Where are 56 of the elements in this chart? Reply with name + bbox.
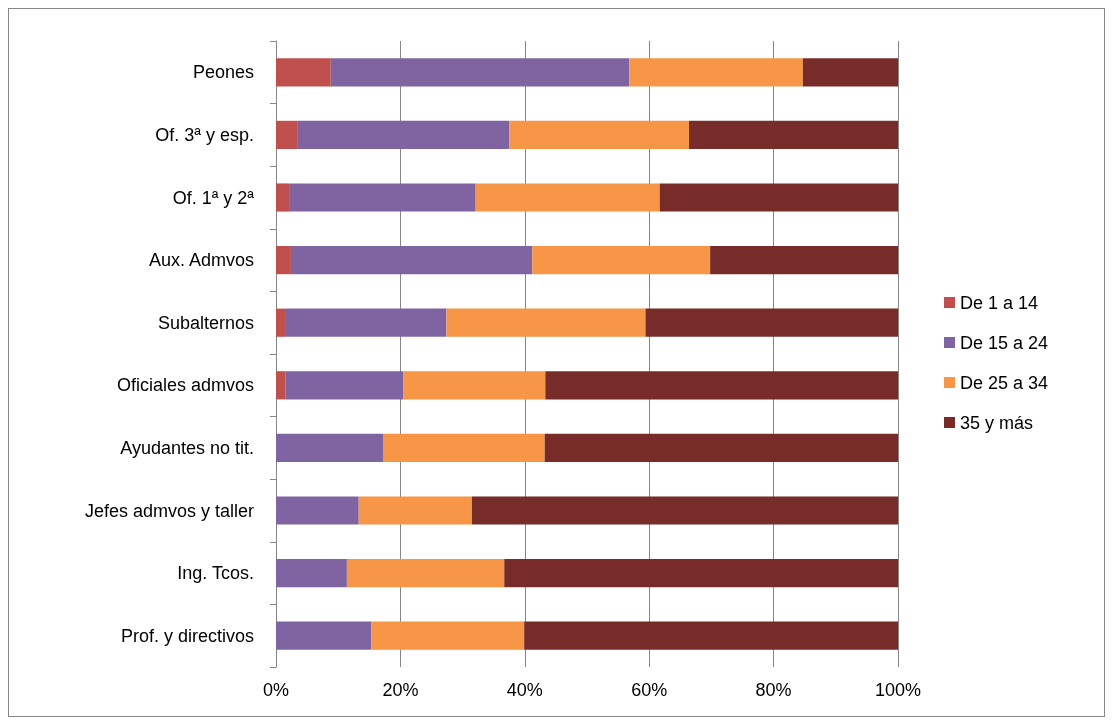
legend-label: De 1 a 14 [960,292,1039,313]
y-tick-label: Aux. Admvos [148,250,254,271]
y-tick-label: Of. 1ª y 2ª [172,187,255,208]
x-tick-label: 80% [755,680,792,700]
bar [545,371,898,400]
bar [504,559,898,588]
bar [802,58,898,87]
bar [645,308,898,337]
y-tick-label: Subalternos [157,312,254,333]
bar [509,120,690,149]
bar [276,183,290,212]
bar [689,120,898,149]
bar [276,371,286,400]
x-tick-label: 20% [382,680,419,700]
bar [382,433,545,462]
bar [276,559,347,588]
x-tick-label: 100% [874,680,922,700]
bar [475,183,660,212]
bar [289,183,476,212]
bar [276,496,359,525]
bar [276,308,286,337]
bar [659,183,898,212]
bar [544,433,898,462]
y-tick-label: Ing. Tcos. [177,563,254,584]
bar [276,433,383,462]
legend-label: 35 y más [960,412,1034,433]
y-tick-label: Jefes admvos y taller [84,500,254,521]
y-tick-label: Ayudantes no tit. [120,437,254,458]
bar [346,559,505,588]
y-tick-label: Peones [192,62,254,83]
bar [358,496,472,525]
x-tick-label: 40% [506,680,543,700]
bar [276,246,291,275]
bar [403,371,546,400]
bar [290,246,533,275]
bar [276,120,298,149]
x-tick-label: 60% [631,680,668,700]
legend-label: De 15 a 24 [960,332,1049,353]
bar [446,308,646,337]
bar [629,58,803,87]
legend-label: De 25 a 34 [960,372,1049,393]
bar [524,621,898,650]
bar [285,308,447,337]
bar [532,246,711,275]
y-tick-label: Prof. y directivos [120,625,254,646]
bar [330,58,630,87]
bar [471,496,898,525]
bar [285,371,404,400]
x-tick-label: 0% [262,680,290,700]
bar [371,621,525,650]
bar [297,120,510,149]
y-tick-label: Of. 3ª y esp. [155,124,254,145]
bar [710,246,898,275]
y-tick-label: Oficiales admvos [116,375,254,396]
bar [276,621,372,650]
bar [276,58,331,87]
